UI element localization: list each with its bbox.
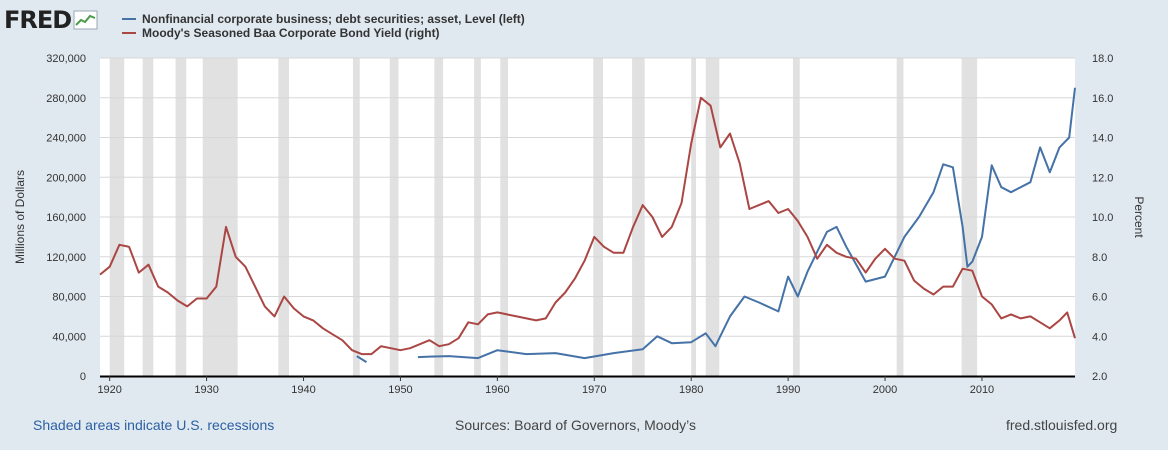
series-line-baa-yield (99, 96, 1076, 356)
x-tick-label: 1990 (776, 384, 800, 396)
left-tick-label: 160,000 (46, 212, 86, 224)
legend-item-debt-securities[interactable]: Nonfinancial corporate business; debt se… (122, 12, 525, 26)
left-tick-label: 200,000 (46, 172, 86, 184)
legend-swatch-blue (122, 18, 136, 20)
left-tick-label: 0 (80, 371, 86, 383)
fred-logo-text: FRED (4, 6, 72, 34)
right-tick-label: 8.0 (1092, 252, 1107, 264)
gridlines (100, 57, 1075, 337)
x-tick-label: 1970 (582, 384, 606, 396)
right-tick-label: 6.0 (1092, 292, 1107, 304)
legend-item-baa-yield[interactable]: Moody's Seasoned Baa Corporate Bond Yiel… (122, 26, 525, 40)
right-tick-label: 2.0 (1092, 371, 1107, 383)
left-tick-label: 120,000 (46, 252, 86, 264)
right-tick-label: 18.0 (1092, 53, 1113, 65)
x-tick-label: 1980 (679, 384, 703, 396)
left-tick-label: 280,000 (46, 93, 86, 105)
x-tick-label: 1940 (291, 384, 315, 396)
left-tick-label: 80,000 (52, 292, 86, 304)
fred-logo[interactable]: FRED (4, 6, 99, 34)
right-axis: 2.0 4.0 6.0 8.0 10.0 12.0 14.0 16.0 18.0 (1092, 53, 1113, 383)
legend-label: Moody's Seasoned Baa Corporate Bond Yiel… (142, 26, 440, 40)
series-line-debt-securities (356, 355, 368, 363)
legend-label: Nonfinancial corporate business; debt se… (142, 12, 525, 26)
left-tick-label: 40,000 (52, 331, 86, 343)
sources-text: Sources: Board of Governors, Moody’s (455, 417, 696, 433)
right-axis-title: Percent (1132, 196, 1146, 238)
x-tick-label: 2000 (873, 384, 897, 396)
left-tick-label: 240,000 (46, 133, 86, 145)
x-tick-label: 1930 (194, 384, 218, 396)
chart-area: 1920 1930 1940 1950 1960 1970 1980 1990 2000 2010… (13, 53, 1146, 396)
right-tick-label: 4.0 (1092, 331, 1107, 343)
recession-note-link[interactable]: Shaded areas indicate U.S. recessions (33, 417, 275, 433)
series-line-debt-securities (417, 87, 1076, 360)
left-axis-title: Millions of Dollars (13, 170, 27, 264)
chart-legend: Nonfinancial corporate business; debt se… (122, 12, 525, 40)
x-tick-label: 1960 (485, 384, 509, 396)
left-tick-label: 320,000 (46, 53, 86, 65)
right-tick-label: 14.0 (1092, 133, 1113, 145)
x-tick-label: 1920 (97, 384, 121, 396)
x-tick-label: 1950 (388, 384, 412, 396)
series-lines (99, 87, 1076, 363)
right-tick-label: 10.0 (1092, 212, 1113, 224)
right-tick-label: 16.0 (1092, 93, 1113, 105)
line-chart-icon (73, 10, 98, 30)
x-tick-label: 2010 (970, 384, 994, 396)
left-axis: 0 40,000 80,000 120,000 160,000 200,000 240,00… (46, 53, 86, 383)
legend-swatch-red (122, 32, 136, 34)
right-tick-label: 12.0 (1092, 172, 1113, 184)
x-axis: 1920 1930 1940 1950 1960 1970 1980 1990 2000 2010 (97, 375, 1075, 396)
site-link[interactable]: fred.stlouisfed.org (1006, 417, 1118, 433)
